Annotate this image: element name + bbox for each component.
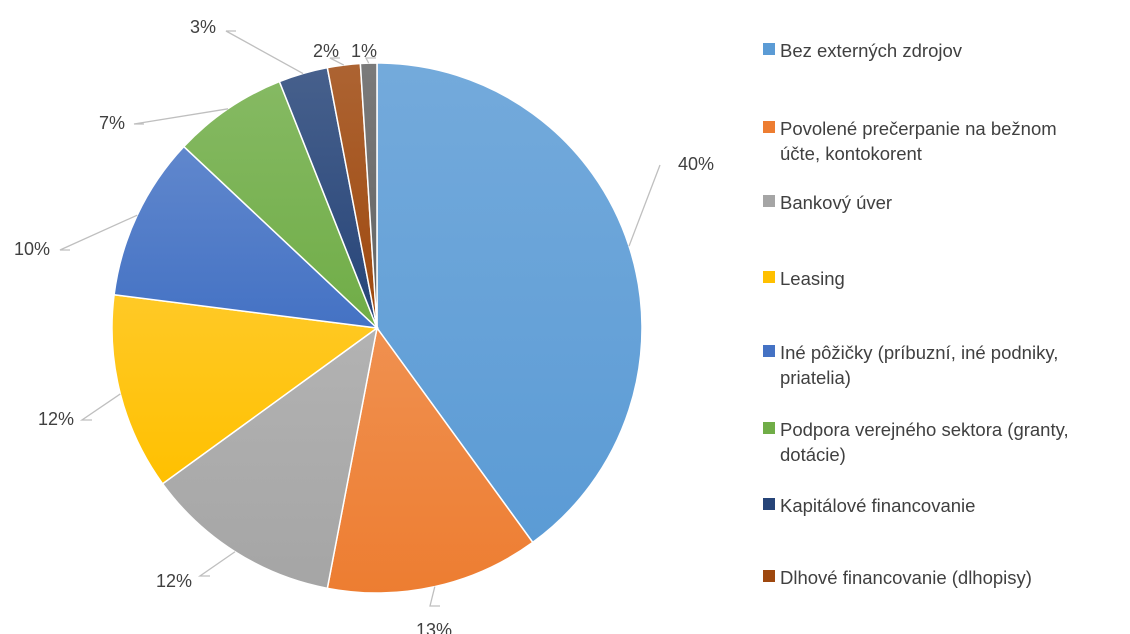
legend-item-5: Iné pôžičky (príbuzní, iné podniky, pria… <box>763 340 1058 390</box>
data-label-8: 2% <box>313 41 339 61</box>
legend-label: Dlhové financovanie (dlhopisy) <box>780 567 1032 588</box>
legend-label: Bankový úver <box>780 192 893 213</box>
data-label-6: 7% <box>99 113 125 133</box>
leader-line-2 <box>429 586 440 607</box>
legend-swatch <box>763 43 775 55</box>
legend-item-7: Kapitálové financovanie <box>763 493 975 518</box>
pie-slice-9 <box>359 62 378 329</box>
leader-line-3 <box>197 551 236 577</box>
pie-slice-6 <box>182 80 378 329</box>
legend-label: Leasing <box>780 268 845 289</box>
legend-swatch <box>763 498 775 510</box>
leader-line-9 <box>364 57 376 64</box>
legend-swatch <box>763 195 775 207</box>
leader-line-5 <box>59 214 138 251</box>
leader-line-1 <box>628 164 661 247</box>
data-label-3: 12% <box>156 571 192 591</box>
pie-slice-4 <box>111 293 379 485</box>
legend-item-8: Dlhové financovanie (dlhopisy) <box>763 565 1032 590</box>
legend-swatch <box>763 271 775 283</box>
legend-item-1: Bez externých zdrojov <box>763 38 962 63</box>
legend-item-2: Povolené prečerpanie na bežnom účte, kon… <box>763 116 1057 166</box>
legend-item-4: Leasing <box>763 266 845 291</box>
data-label-9: 1% <box>351 41 377 61</box>
legend-label: Podpora verejného sektora (granty, dotác… <box>780 419 1069 465</box>
legend-item-6: Podpora verejného sektora (granty, dotác… <box>763 417 1069 467</box>
pie-slice-3 <box>161 326 379 590</box>
legend-label: Bez externých zdrojov <box>780 40 963 61</box>
legend-label: Iné pôžičky (príbuzní, iné podniky, pria… <box>780 342 1059 388</box>
data-label-2: 13% <box>416 620 452 634</box>
leader-line-8 <box>329 57 345 66</box>
legend-swatch <box>763 345 775 357</box>
legend-label: Povolené prečerpanie na bežnom účte, kon… <box>780 118 1057 164</box>
leader-line-6 <box>133 108 229 125</box>
data-label-4: 12% <box>38 409 74 429</box>
data-label-5: 10% <box>14 239 50 259</box>
pie-slice-5 <box>113 145 380 330</box>
data-label-1: 40% <box>678 154 714 174</box>
data-label-7: 3% <box>190 17 216 37</box>
leader-line-7 <box>225 30 304 75</box>
leader-line-4 <box>79 393 121 421</box>
legend-swatch <box>763 121 775 133</box>
legend-item-3: Bankový úver <box>763 190 892 215</box>
legend-swatch <box>763 422 775 434</box>
legend-swatch <box>763 570 775 582</box>
legend-label: Kapitálové financovanie <box>780 495 976 516</box>
